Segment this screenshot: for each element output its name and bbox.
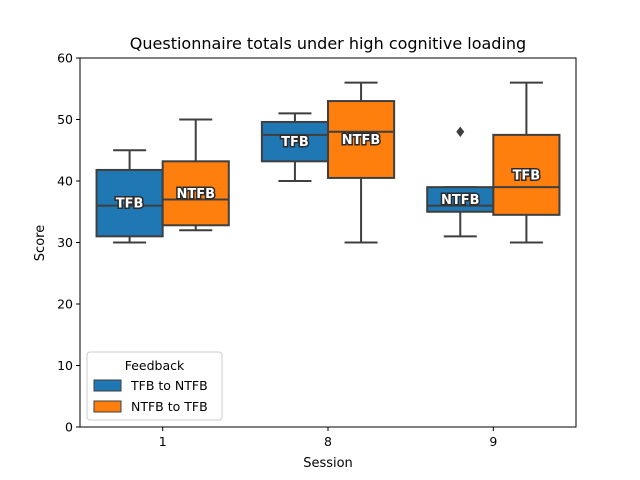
box-label: TFB (513, 168, 541, 183)
box-iqr (260, 120, 329, 163)
x-tick-label: 8 (324, 434, 332, 449)
x-tick-label: 1 (159, 434, 167, 449)
y-tick-label: 10 (57, 358, 73, 373)
axes: 0 10 20 30 40 50 60 1 8 9 (57, 51, 497, 450)
box-ntfb-to-tfb-session-9: TFB (492, 81, 561, 244)
box-label: TFB (116, 197, 144, 212)
box-label: NTFB (176, 187, 215, 202)
box-ntfb-to-tfb-session-1: NTFB (161, 118, 230, 232)
x-tick-label: 9 (489, 434, 497, 449)
box-iqr (161, 160, 230, 227)
plot-area: TFB TFB NTFB NTFB NTFB TFB (95, 81, 561, 244)
y-axis-label: Score (33, 225, 48, 261)
legend-swatch (93, 400, 122, 413)
y-tick-label: 20 (57, 297, 73, 312)
box-tfb-to-ntfb-session-8: TFB (260, 112, 329, 182)
box-iqr (327, 100, 396, 179)
box-label: NTFB (441, 193, 480, 208)
legend-swatch (93, 379, 122, 392)
legend-title: Feedback (125, 358, 185, 373)
y-tick-label: 50 (57, 112, 73, 127)
x-axis-label: Session (303, 456, 353, 471)
box-tfb-to-ntfb-session-1: TFB (95, 149, 164, 244)
box-ntfb-to-tfb-session-8: NTFB (327, 81, 396, 244)
legend: Feedback TFB to NTFB NTFB to TFB (86, 351, 223, 421)
y-tick-label: 30 (57, 235, 73, 250)
legend-entry-label: NTFB to TFB (131, 399, 208, 414)
outlier-point (456, 126, 465, 137)
box-label: NTFB (342, 133, 381, 148)
chart-title: Questionnaire totals under high cognitiv… (130, 34, 526, 53)
legend-entry-label: TFB to NTFB (130, 378, 208, 393)
box-label: TFB (281, 135, 309, 150)
y-tick-label: 60 (57, 51, 73, 66)
y-tick-label: 0 (65, 420, 73, 435)
box-tfb-to-ntfb-session-9: NTFB (426, 126, 495, 238)
y-tick-label: 40 (57, 174, 73, 189)
box-iqr (492, 133, 561, 216)
box-iqr (95, 168, 164, 238)
